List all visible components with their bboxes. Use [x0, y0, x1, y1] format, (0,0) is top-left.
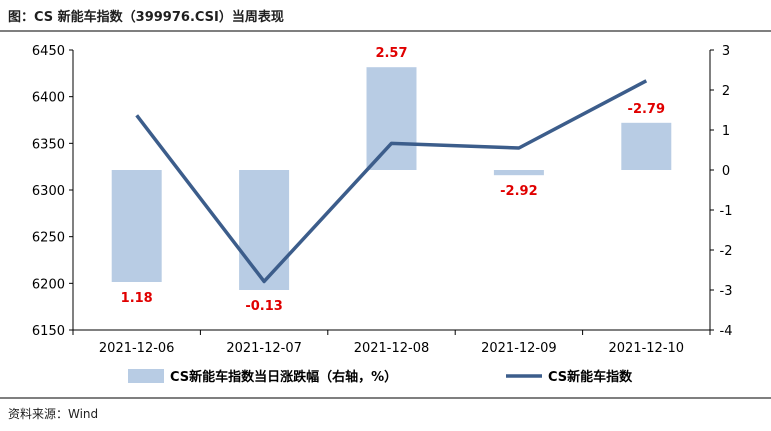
x-tick-label: 2021-12-08	[354, 341, 430, 356]
x-tick-label: 2021-12-06	[99, 341, 175, 356]
bar-data-label: 2.57	[375, 46, 407, 61]
bar	[111, 170, 162, 282]
bar	[493, 170, 544, 176]
left-tick-label: 6400	[32, 91, 65, 106]
bar-data-label: 1.18	[121, 291, 153, 306]
x-tick-label: 2021-12-10	[609, 341, 685, 356]
legend-bar-label: CS新能车指数当日涨跌幅（右轴，%）	[170, 369, 397, 385]
right-tick-label: 3	[722, 44, 730, 59]
bar	[621, 122, 672, 170]
bar	[366, 67, 417, 170]
line-series	[135, 79, 648, 284]
right-tick-label: -4	[720, 324, 733, 339]
legend: CS新能车指数当日涨跌幅（右轴，%） CS新能车指数	[128, 369, 633, 385]
x-tick-label: 2021-12-09	[481, 341, 557, 356]
bottom-rule	[0, 397, 771, 399]
x-tick-label: 2021-12-07	[226, 341, 302, 356]
right-tick-label: 1	[722, 124, 730, 139]
bar-data-label: -2.92	[500, 184, 537, 199]
left-tick-label: 6250	[32, 231, 65, 246]
left-tick-label: 6450	[32, 44, 65, 59]
bars	[111, 67, 672, 290]
left-tick-label: 6150	[32, 324, 65, 339]
chart-title: 图：CS 新能车指数（399976.CSI）当周表现	[8, 10, 284, 25]
right-tick-label: -2	[720, 244, 733, 259]
bar-data-label: -2.79	[628, 102, 665, 117]
source-note: 资料来源：Wind	[8, 407, 99, 421]
legend-bar-swatch	[128, 369, 164, 383]
left-tick-label: 6350	[32, 137, 65, 152]
axes: 6150 6200 6250 6300 6350 6400 6450 -4 -3 -2 -1 0 1 2 3…	[32, 44, 733, 356]
left-tick-label: 6200	[32, 277, 65, 292]
right-tick-label: -3	[720, 284, 733, 299]
top-rule	[0, 30, 771, 32]
legend-line-label: CS新能车指数	[548, 369, 633, 385]
bar	[239, 170, 290, 290]
right-tick-label: -1	[720, 204, 733, 219]
right-tick-label: 0	[722, 164, 730, 179]
bar-data-label: -0.13	[245, 299, 282, 314]
left-tick-label: 6300	[32, 184, 65, 199]
right-tick-label: 2	[722, 84, 730, 99]
data-labels: 1.18 -0.13 2.57 -2.92 -2.79	[121, 46, 665, 314]
